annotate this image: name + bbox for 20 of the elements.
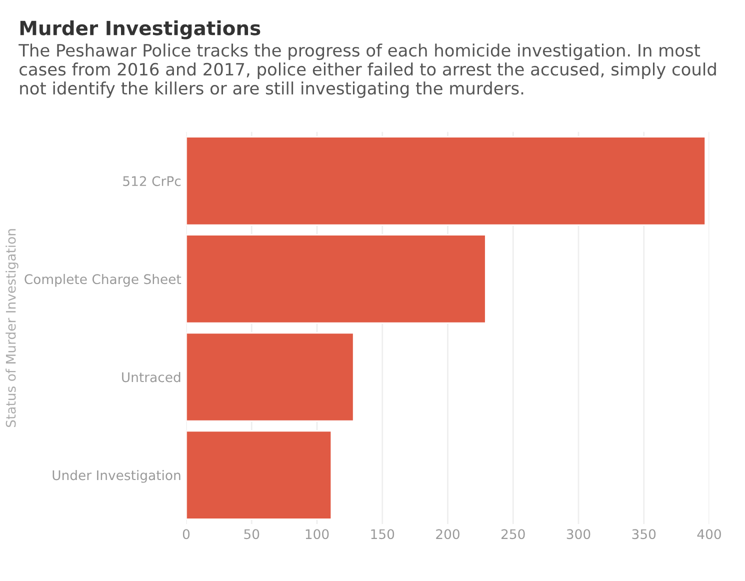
x-tick-label: 150	[371, 529, 394, 540]
bar	[186, 332, 354, 422]
x-tick-label: 300	[566, 529, 590, 540]
y-axis-title: Status of Murder Investigation	[6, 229, 18, 428]
x-tick-label: 100	[306, 529, 329, 540]
x-tick-label: 400	[697, 529, 721, 540]
y-tick-label: Under Investigation	[52, 470, 180, 483]
x-tick-label: 0	[182, 529, 190, 540]
y-tick-label: Untraced	[122, 372, 180, 382]
x-tick-label: 50	[244, 529, 260, 540]
y-tick-label: 512 CrPc	[123, 176, 181, 186]
bar	[186, 136, 706, 226]
y-tick-label: Complete Charge Sheet	[24, 274, 182, 287]
x-tick-label: 250	[501, 529, 525, 540]
x-tick-label: 200	[436, 529, 460, 540]
x-tick-label: 350	[632, 529, 656, 540]
bar	[186, 234, 486, 324]
chart-title: Murder Investigations	[20, 20, 260, 40]
bar	[186, 430, 332, 520]
chart-subtitle: The Peshawar Police tracks the progress of each homicide investigation. In most cases from 2016 and 2017, police either failed to arrest the accused, simply could not identify the killers or are still investigating the murders.	[18, 44, 716, 98]
